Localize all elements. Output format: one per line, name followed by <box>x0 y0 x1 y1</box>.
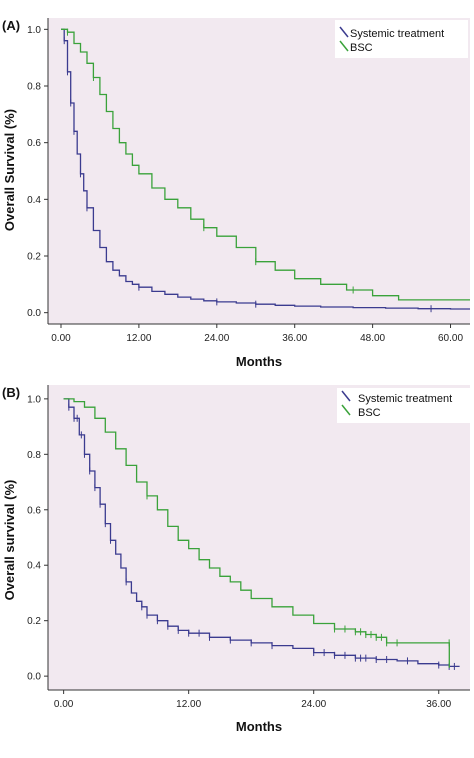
panel-b-legend-label-systemic: Systemic treatment <box>358 393 452 405</box>
panel-b-x-tick-label: 0.00 <box>54 699 74 710</box>
panel-b-legend-swatch-bsc <box>341 404 351 416</box>
panel-a-legend-label-bsc: BSC <box>350 42 373 54</box>
panel-a-label: (A) <box>2 18 20 33</box>
panel-b-y-tick-label: 1.0 <box>27 394 41 405</box>
panel-a-plot-area <box>48 18 470 324</box>
panel-a-series-bsc-line <box>61 28 470 301</box>
panel-a-x-tick-label: 36.00 <box>282 333 307 344</box>
panel-a: (A) 0.0 0.2 0.4 0.6 0.8 1.0 0.00 12.00 24.00 36.0… <box>2 18 470 369</box>
panel-a-legend-swatch-bsc <box>339 40 349 52</box>
panel-a-y-tick-label: 0.8 <box>27 82 41 93</box>
panel-a-legend: Systemic treatment BSC <box>335 20 468 58</box>
panel-b-x-tick-label: 12.00 <box>176 699 201 710</box>
panel-a-x-tick-label: 12.00 <box>126 333 151 344</box>
panel-a-x-tick-label: 48.00 <box>360 333 385 344</box>
panel-b-y-tick-label: 0.2 <box>27 616 41 627</box>
panel-a-y-axis-title: Overall Survival (%) <box>2 109 17 231</box>
panel-a-x-tick-label: 0.00 <box>51 333 71 344</box>
panel-b-legend: Systemic treatment BSC <box>337 388 470 423</box>
panel-b-x-axis-title: Months <box>236 719 282 734</box>
panel-b-plot-area <box>48 385 470 690</box>
panel-b-x-tick-label: 36.00 <box>426 699 451 710</box>
panel-a-x-tick-label: 60.00 <box>438 333 463 344</box>
panel-b-series-bsc-line <box>63 398 450 668</box>
panel-a-y-tick-label: 0.0 <box>27 308 41 319</box>
panel-a-x-axis-title: Months <box>236 354 282 369</box>
panel-b-legend-swatch-systemic <box>341 390 351 402</box>
panel-a-y-tick-label: 0.4 <box>27 195 41 206</box>
panel-b-y-axis-title: Overall survival (%) <box>2 480 17 601</box>
panel-b-legend-box <box>337 388 470 423</box>
panel-b-y-tick-label: 0.8 <box>27 450 41 461</box>
panel-b-y-tick-label: 0.4 <box>27 561 41 572</box>
panel-a-x-tick-label: 24.00 <box>204 333 229 344</box>
panel-a-legend-swatch-systemic <box>339 26 349 38</box>
panel-b-x-tick-label: 24.00 <box>301 699 326 710</box>
panel-b-legend-label-bsc: BSC <box>358 407 381 419</box>
panel-b-y-tick-label: 0.0 <box>27 672 41 683</box>
panel-b: (B) 0.0 0.2 0.4 0.6 0.8 1.0 0.00 12.00 24.00 36.0… <box>2 385 470 734</box>
panel-a-y-tick-label: 0.6 <box>27 138 41 149</box>
panel-a-y-tick-label: 1.0 <box>27 25 41 36</box>
panel-b-label: (B) <box>2 385 20 400</box>
panel-a-y-tick-label: 0.2 <box>27 252 41 263</box>
panel-a-legend-box <box>335 20 468 58</box>
panel-b-y-tick-label: 0.6 <box>27 505 41 516</box>
panel-a-legend-label-systemic: Systemic treatment <box>350 28 444 40</box>
